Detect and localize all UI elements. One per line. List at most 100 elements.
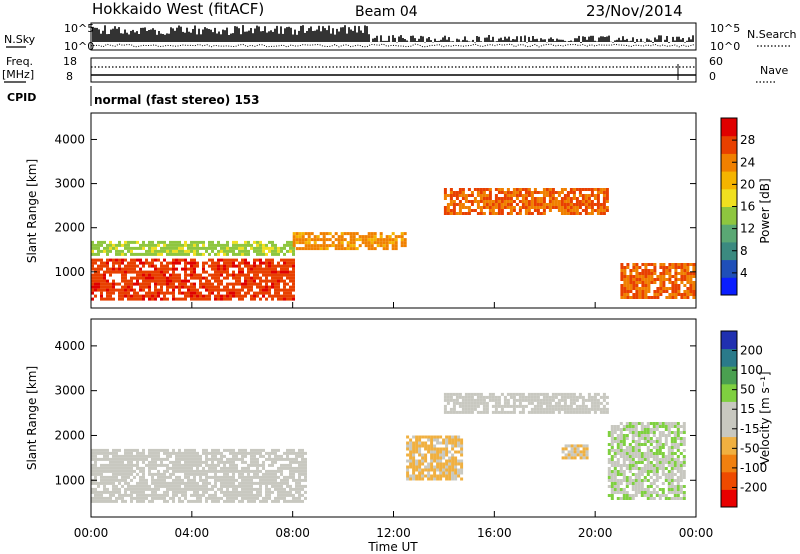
velocity-cell — [415, 441, 419, 445]
velocity-cell — [250, 481, 253, 485]
velocity-cell — [202, 448, 205, 452]
velocity-cell — [406, 468, 410, 472]
velocity-cell — [572, 392, 576, 396]
velocity-cell — [530, 401, 534, 405]
power-cell — [232, 270, 235, 274]
velocity-cell — [679, 470, 683, 473]
velocity-cell — [610, 482, 614, 485]
velocity-cell — [232, 493, 235, 497]
power-cell — [163, 294, 166, 298]
power-cell — [280, 288, 283, 292]
power-cell — [103, 279, 106, 283]
velocity-cell — [244, 484, 247, 488]
velocity-cell — [433, 438, 437, 442]
velocity-cell — [124, 457, 127, 461]
velocity-cell — [274, 499, 277, 503]
velocity-cell — [673, 491, 677, 494]
power-cell — [271, 240, 274, 244]
velocity-cell — [570, 456, 574, 460]
power-cell — [187, 267, 190, 271]
power-cell — [560, 188, 564, 191]
power-cell — [671, 263, 675, 266]
power-cell — [142, 252, 145, 256]
power-cell — [307, 244, 311, 248]
velocity-cell — [154, 472, 157, 476]
velocity-cell — [509, 410, 513, 414]
velocity-cell — [187, 466, 190, 470]
power-cell — [226, 276, 229, 280]
velocity-cell — [655, 476, 659, 479]
velocity-cell — [124, 448, 127, 452]
power-cell — [584, 197, 588, 200]
power-colorbar-label-tick: 8 — [740, 244, 748, 258]
velocity-cell — [443, 398, 447, 402]
velocity-cell — [457, 471, 461, 475]
velocity-cell — [280, 487, 283, 491]
velocity-cell — [676, 449, 680, 452]
power-cell — [527, 212, 531, 215]
velocity-cell — [634, 425, 638, 428]
power-cell — [560, 206, 564, 209]
power-cell — [677, 263, 681, 266]
power-cell — [292, 267, 295, 271]
power-cell — [115, 288, 118, 292]
power-cell — [638, 281, 642, 284]
power-cell — [196, 261, 199, 265]
velocity-cell — [649, 428, 653, 431]
power-cell — [160, 273, 163, 277]
power-cell — [133, 270, 136, 274]
power-cell — [91, 297, 94, 301]
power-cell — [599, 203, 603, 206]
velocity-cell — [554, 395, 558, 399]
velocity-cell — [250, 499, 253, 503]
velocity-cell — [460, 465, 464, 469]
power-cell — [671, 281, 675, 284]
power-cell — [545, 191, 549, 194]
power-cell — [256, 246, 259, 250]
power-cell — [106, 246, 109, 250]
power-cell — [139, 261, 142, 265]
velocity-cell — [103, 454, 106, 458]
velocity-cell — [412, 468, 416, 472]
velocity-cell — [442, 456, 446, 460]
velocity-cell — [488, 392, 492, 396]
power-colorbar-label: Power [dB] — [758, 178, 772, 243]
velocity-cell — [205, 487, 208, 491]
velocity-cell — [658, 452, 662, 455]
power-cell — [458, 212, 462, 215]
power-cell — [572, 209, 576, 212]
velocity-cell — [232, 463, 235, 467]
power-cell — [241, 270, 244, 274]
velocity-cell — [473, 401, 477, 405]
power-cell — [97, 282, 100, 286]
velocity-cell — [268, 451, 271, 455]
velocity-cell — [259, 454, 262, 458]
velocity-cell — [464, 407, 468, 411]
power-cell — [265, 288, 268, 292]
velocity-cell — [652, 455, 656, 458]
power-cell — [566, 206, 570, 209]
power-cell — [578, 200, 582, 203]
power-cell — [265, 246, 268, 250]
velocity-cell — [241, 481, 244, 485]
power-cell — [178, 240, 181, 244]
power-cell — [554, 200, 558, 203]
power-cell — [692, 263, 696, 266]
velocity-cell — [433, 435, 437, 439]
power-cell — [596, 212, 600, 215]
power-cell — [292, 285, 295, 289]
velocity-cell — [409, 456, 413, 460]
velocity-cell — [247, 469, 250, 473]
velocity-cell — [187, 484, 190, 488]
power-cell — [271, 285, 274, 289]
power-cell — [578, 203, 582, 206]
velocity-cell — [196, 457, 199, 461]
power-cell — [184, 279, 187, 283]
velocity-cell — [602, 407, 606, 411]
power-cell — [112, 267, 115, 271]
velocity-cell — [196, 451, 199, 455]
power-cell — [211, 282, 214, 286]
power-cell — [262, 243, 265, 247]
velocity-cell — [619, 473, 623, 476]
velocity-cell — [607, 461, 611, 464]
